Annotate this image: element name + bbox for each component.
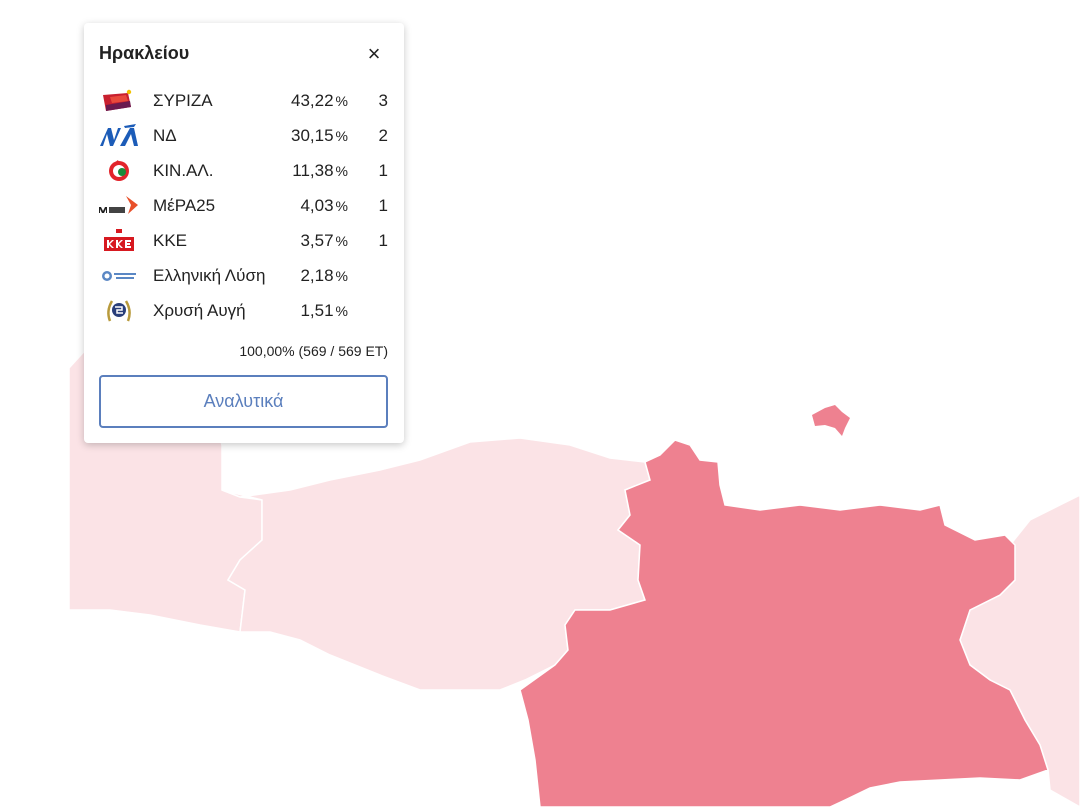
chrysi-avgi-logo — [107, 300, 131, 322]
party-name: ΚΙΝ.ΑΛ. — [153, 161, 214, 180]
party-name: ΝΔ — [153, 126, 177, 145]
kke-logo — [104, 229, 134, 251]
elliniki-lysi-logo — [102, 271, 136, 281]
party-name: ΜέΡΑ25 — [153, 196, 216, 215]
percentage: 2,18% — [300, 266, 348, 286]
pct-sign: % — [335, 233, 348, 249]
mera25-logo — [98, 196, 138, 214]
seats: 1 — [378, 231, 388, 250]
islet[interactable] — [812, 405, 850, 436]
pct-value: 1,51 — [300, 301, 334, 320]
details-button[interactable]: Αναλυτικά — [99, 375, 388, 428]
pct-value: 43,22 — [291, 91, 334, 110]
party-name: Ελληνική Λύση — [153, 266, 266, 285]
percentage: 3,57% — [300, 231, 348, 251]
nd-logo — [100, 124, 138, 146]
seats: 2 — [378, 126, 388, 145]
region-heraklion[interactable] — [519, 439, 1049, 807]
result-row: Χρυσή Αυγή 1,51% — [84, 293, 404, 328]
percentage: 30,15% — [291, 126, 348, 146]
pct-value: 30,15 — [291, 126, 334, 145]
party-name: Χρυσή Αυγή — [153, 301, 246, 320]
pct-value: 2,18 — [300, 266, 334, 285]
seats: 3 — [378, 91, 388, 110]
result-row: Ελληνική Λύση 2,18% — [84, 258, 404, 293]
pct-value: 3,57 — [300, 231, 334, 250]
syriza-logo — [103, 89, 132, 111]
pct-value: 4,03 — [300, 196, 334, 215]
pct-sign: % — [335, 198, 348, 214]
pct-sign: % — [335, 128, 348, 144]
pct-value: 11,38 — [292, 161, 334, 180]
result-row: ΚΙΝ.ΑΛ. 11,38% 1 — [84, 153, 404, 188]
results-popup: Ηρακλείου × ΣΥΡΙΖΑ 43,22% 3 ΝΔ 30,15% 2 — [84, 23, 404, 443]
party-name: ΚΚΕ — [153, 231, 188, 250]
party-name: ΣΥΡΙΖΑ — [153, 91, 213, 110]
pct-sign: % — [335, 93, 348, 109]
result-row: ΣΥΡΙΖΑ 43,22% 3 — [84, 83, 404, 118]
percentage: 43,22% — [291, 91, 348, 111]
percentage: 1,51% — [300, 301, 348, 321]
seats: 1 — [378, 196, 388, 215]
close-button[interactable]: × — [367, 41, 381, 66]
results-list: ΣΥΡΙΖΑ 43,22% 3 ΝΔ 30,15% 2 ΚΙΝ.ΑΛ. 1 — [84, 83, 404, 328]
pct-sign: % — [335, 268, 348, 284]
pct-sign: % — [335, 163, 348, 179]
percentage: 11,38% — [292, 161, 348, 181]
counted-stations: 100,00% (569 / 569 ΕΤ) — [239, 343, 388, 359]
result-row: ΚΚΕ 3,57% 1 — [84, 223, 404, 258]
kinal-logo — [109, 160, 129, 181]
pct-sign: % — [335, 303, 348, 319]
popup-title: Ηρακλείου — [99, 43, 190, 63]
seats: 1 — [378, 161, 388, 180]
percentage: 4,03% — [300, 196, 348, 216]
result-row: ΜέΡΑ25 4,03% 1 — [84, 188, 404, 223]
result-row: ΝΔ 30,15% 2 — [84, 118, 404, 153]
